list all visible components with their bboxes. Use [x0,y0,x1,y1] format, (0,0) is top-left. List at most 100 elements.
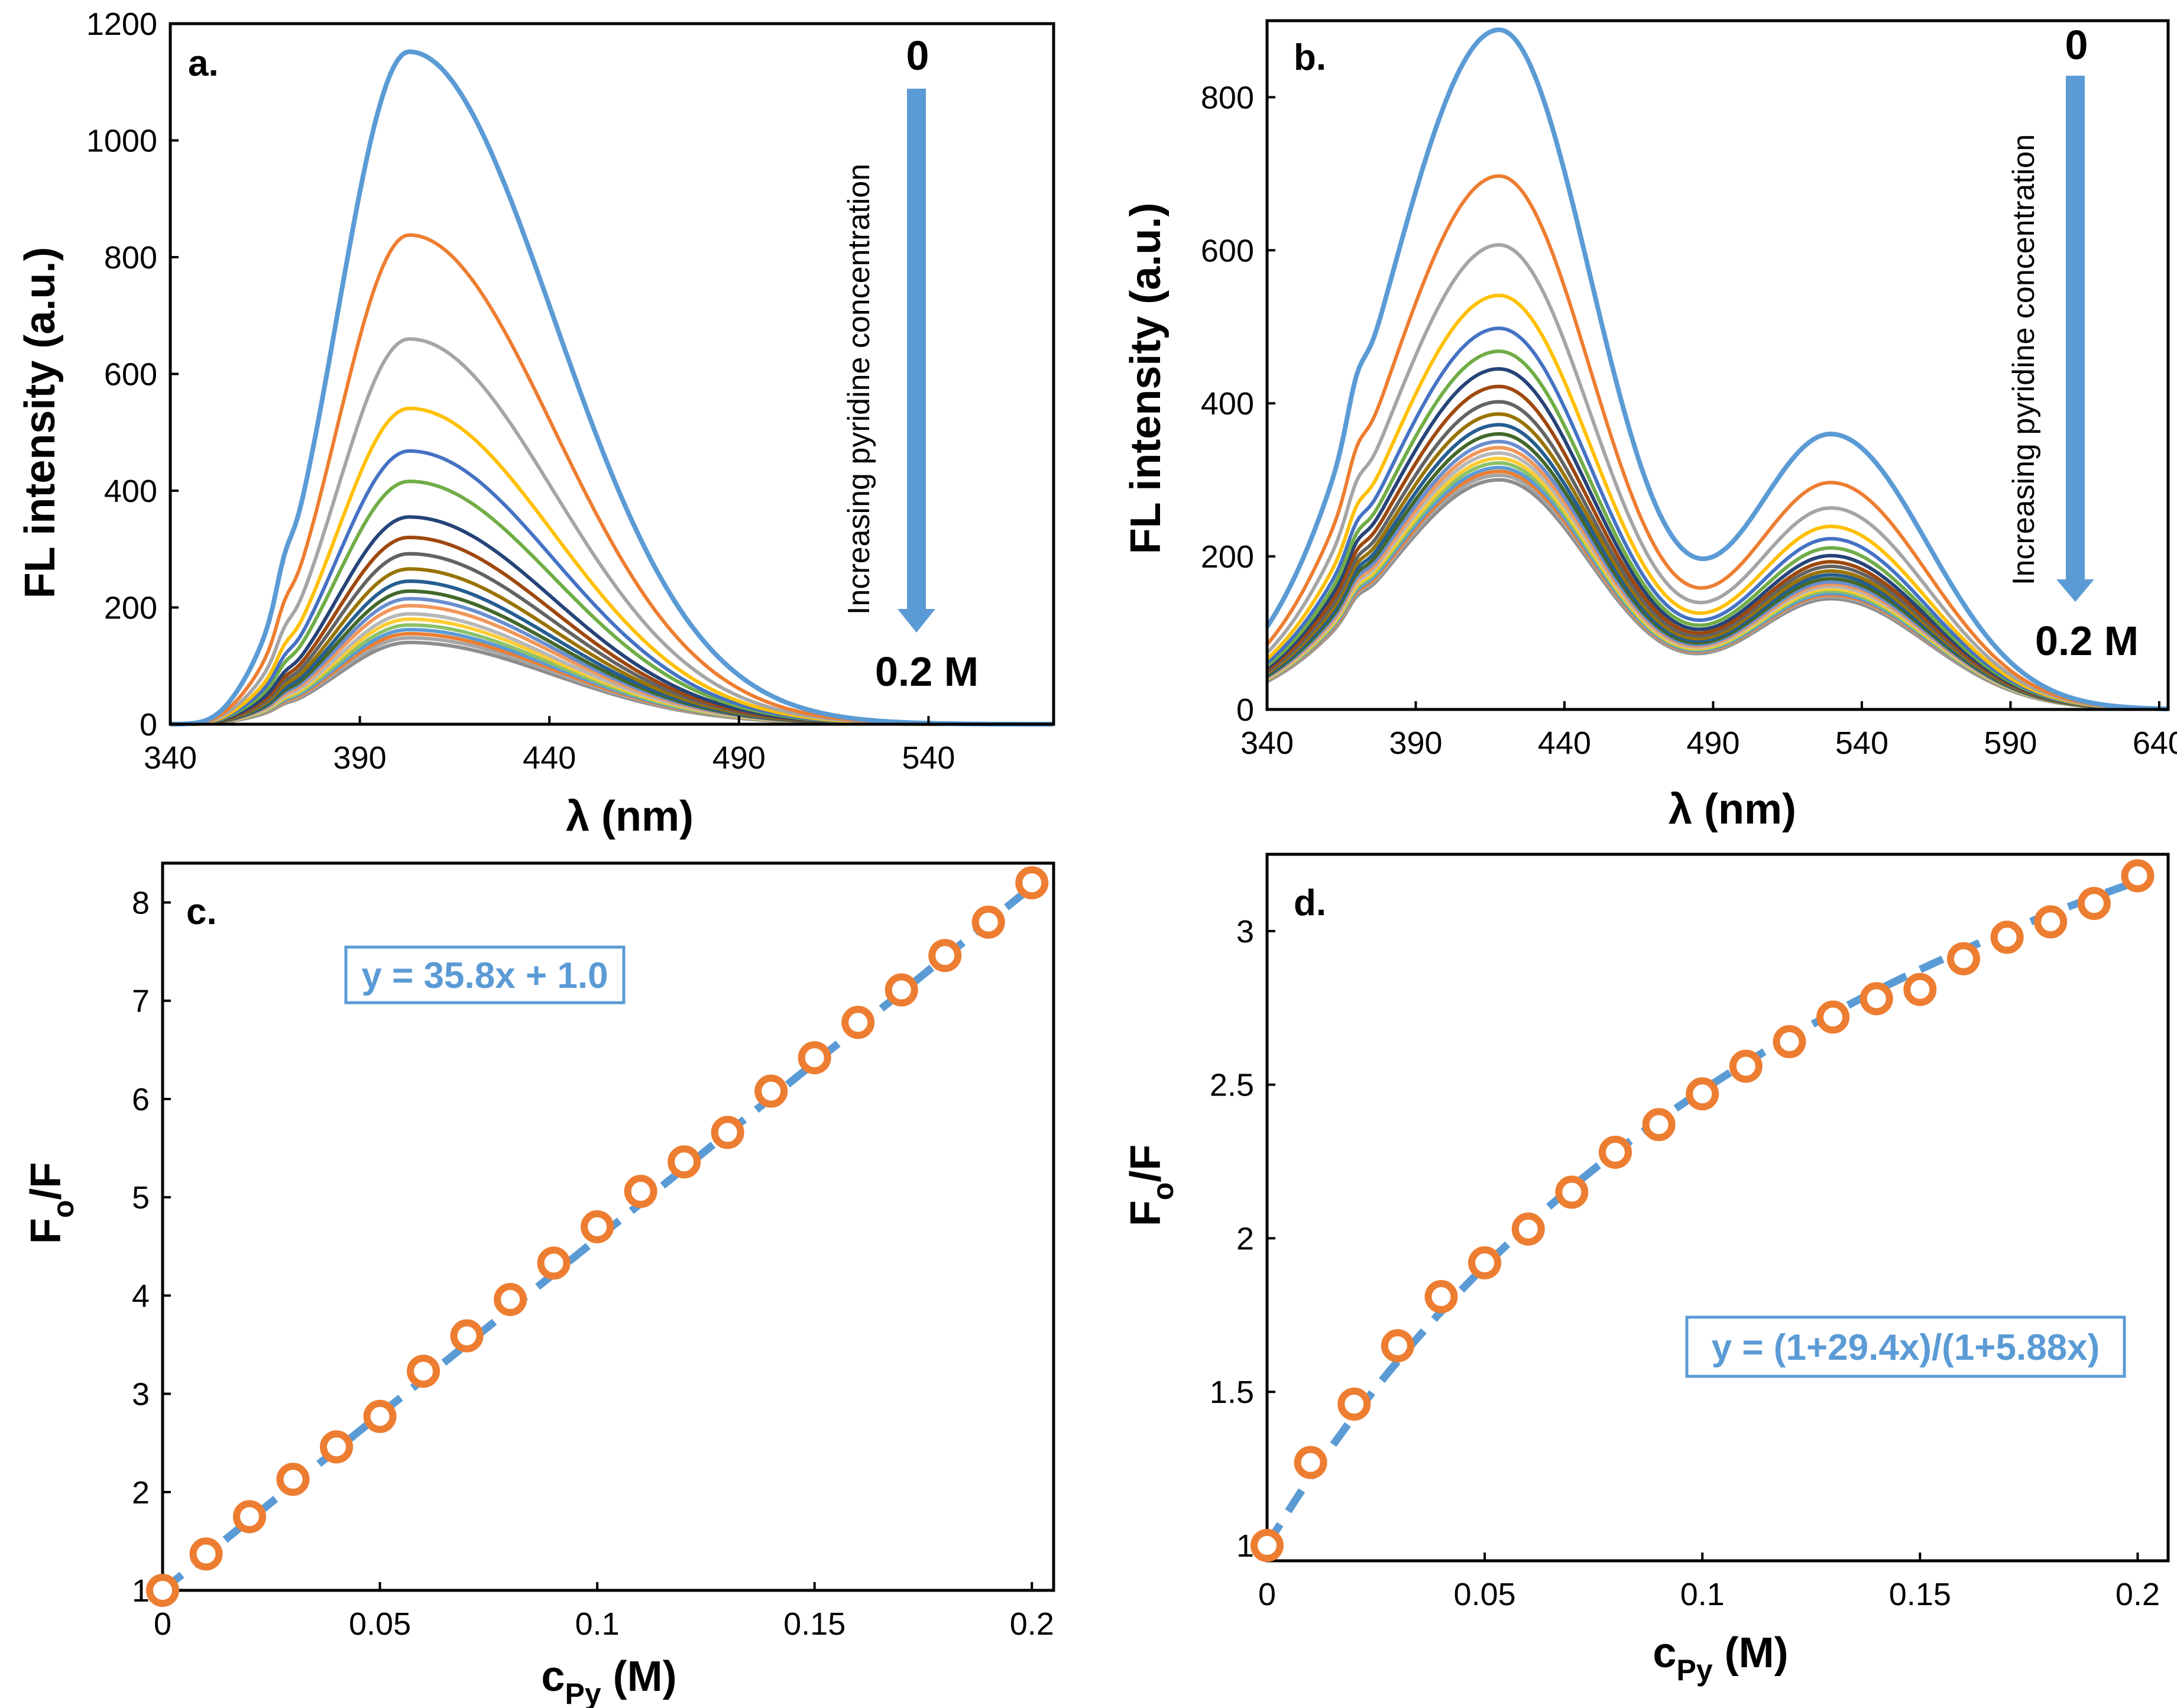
panel-a-y-tick-label: 600 [104,357,157,393]
panel-d-data-point [2121,859,2155,893]
panel-c-y-label-rest: /F [22,1162,70,1200]
panel-a-annotation-bottom: 0.2 M [875,649,979,695]
panel-c-data-point [1015,866,1049,900]
panel-c-data-point [841,1006,875,1039]
panel-d-x-label-main: c [1653,1629,1676,1677]
panel-d-data-point [1990,921,2024,954]
panel-b-x-tick-label: 490 [1686,725,1739,761]
panel-c-data-point [624,1175,657,1208]
panel-d-x-label-sub: Py [1676,1654,1712,1687]
panel-d-label: d. [1294,883,1326,923]
panel-c-points [146,866,1049,1607]
panel-c-x-label-sub: Py [565,1677,601,1708]
panel-c-data-point [189,1537,223,1571]
panel-d-y-tick-label: 3 [1236,914,1254,949]
panel-a-curve [170,49,1054,727]
panel-d-equation: y = (1+29.4x)/(1+5.88x) [1712,1327,2100,1368]
panel-a-x-tick-label: 440 [523,740,576,776]
panel-d-data-point [1337,1388,1371,1421]
panel-a-x-tick-label: 540 [902,740,955,776]
panel-c-equation: y = 35.8x + 1.0 [361,955,608,996]
panel-d-y-label-sub: o [1146,1182,1180,1201]
panel-a-label: a. [188,43,219,84]
panel-a-x-ticks: 340 390 440 490 540 [144,716,955,776]
panel-b-label: b. [1294,37,1326,78]
panel-a-x-axis-label: λ (nm) [566,793,694,840]
panel-a-spectra-chart: 0 200 400 600 800 1000 1200 340 390 440 490 540 a.… [17,7,1055,840]
panel-a-y-ticks: 0 200 400 600 800 1000 1200 [86,7,179,743]
panel-c-x-axis-label: cPy (M) [541,1653,676,1708]
panel-c-x-tick-label: 0.1 [575,1606,620,1642]
panel-c-x-tick-label: 0.05 [349,1606,411,1642]
panel-d-data-point [1424,1280,1458,1314]
panel-c-x-tick-label: 0.2 [1010,1606,1054,1642]
panel-c-y-tick-label: 3 [132,1377,150,1412]
panel-c-x-ticks: 0 0.05 0.1 0.15 0.2 [154,1582,1054,1642]
panel-d-y-tick-label: 2.5 [1210,1068,1254,1103]
panel-b-curve [1265,27,2169,712]
panel-b-x-tick-label: 590 [1984,725,2037,761]
panel-c-data-point [320,1430,354,1464]
panel-d-data-point [1816,1000,1850,1034]
panel-b-spectra-chart: 0 200 400 600 800 340 390 440 490 540 590 640 b. 0… [1122,19,2177,833]
panel-a-y-tick-label: 800 [104,240,157,276]
panel-d-x-tick-label: 0.1 [1680,1577,1725,1612]
panel-a-x-tick-label: 490 [712,740,766,776]
panel-c-fit-line [160,883,1035,1594]
panel-c-x-label-main: c [541,1653,565,1700]
panel-c-y-tick-label: 7 [132,984,150,1019]
panel-d-x-label-rest: (M) [1713,1629,1789,1677]
panel-c-y-tick-label: 2 [132,1475,150,1511]
panel-b-x-tick-label: 640 [2133,725,2177,761]
panel-b-curve [1265,174,2169,711]
panel-c-equation-box [344,945,626,1004]
panel-d-x-tick-label: 0.2 [2116,1577,2160,1612]
panel-b-y-tick-label: 200 [1201,539,1254,575]
panel-d-x-tick-label: 0 [1258,1577,1276,1612]
panel-a-x-tick-label: 390 [333,740,387,776]
panel-a-y-tick-label: 1000 [86,124,157,159]
panel-a-x-tick-label: 340 [144,740,197,776]
panel-c-data-point [971,905,1005,939]
panel-d-data-point [1468,1246,1502,1280]
panel-d-data-point [1946,942,1980,975]
panel-d-data-point [1294,1446,1327,1479]
panel-b-y-ticks: 0 200 400 600 800 [1201,80,1275,728]
panel-b-annotation-bottom: 0.2 M [2035,618,2139,664]
panel-c-data-point [276,1463,310,1496]
panel-b-y-tick-label: 600 [1201,233,1254,268]
panel-c-data-point [450,1319,484,1353]
panel-a-arrow-shaft [907,89,926,609]
panel-b-y-tick-label: 800 [1201,80,1254,115]
panel-c-y-tick-label: 5 [132,1180,150,1216]
panel-c-x-tick-label: 0 [154,1606,171,1642]
panel-d-binding-chart: 11.522.53 0 0.05 0.1 0.15 0.2 d. y = (1+29.4… [1122,853,2170,1687]
panel-c-x-label-rest: (M) [601,1653,677,1700]
panel-d-x-tick-label: 0.15 [1889,1577,1951,1612]
panel-d-y-tick-label: 2 [1236,1221,1254,1256]
panel-d-x-ticks: 0 0.05 0.1 0.15 0.2 [1258,1553,2160,1612]
panel-d-data-point [1686,1077,1719,1111]
panel-b-y-tick-label: 400 [1201,386,1254,422]
panel-d-y-label-rest: /F [1122,1145,1170,1182]
panel-b-x-tick-label: 540 [1835,725,1888,761]
panel-d-data-point [2077,887,2111,921]
panel-d-points [1251,859,2155,1563]
panel-b-curves [1265,27,2169,712]
panel-b-arrow-text: Increasing pyridine concentration [2007,134,2041,585]
panel-b-x-tick-label: 340 [1240,725,1294,761]
panel-d-y-axis-label: Fo/F [1122,1145,1180,1227]
panel-c-data-point [407,1354,440,1388]
panel-c-data-point [363,1399,397,1433]
panel-c-data-point [711,1116,744,1149]
panel-c-label: c. [186,892,217,932]
panel-a-y-tick-label: 400 [104,474,157,509]
panel-a-arrow-text: Increasing pyridine concentration [842,164,876,615]
panel-c-data-point [798,1041,831,1075]
panel-c-data-point [233,1500,267,1534]
panel-d-x-tick-label: 0.05 [1454,1577,1516,1612]
panel-b-arrow-shaft [2066,76,2085,579]
panel-c-y-axis-label: Fo/F [22,1162,80,1244]
